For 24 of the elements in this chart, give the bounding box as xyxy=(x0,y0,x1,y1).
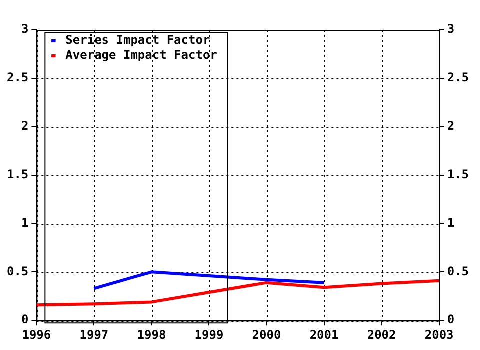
x-tick-label: 1997 xyxy=(80,328,109,342)
x-tick-label: 2000 xyxy=(252,328,282,342)
y2-tick-label: 3 xyxy=(447,22,455,36)
x-tick-label: 2002 xyxy=(367,328,396,342)
y2-tick-label: 0.5 xyxy=(447,264,470,278)
x-tick-label: 2001 xyxy=(310,328,339,342)
y-tick-label: 0.5 xyxy=(6,264,29,278)
y2-tick-label: 1 xyxy=(447,216,455,230)
x-tick-label: 2003 xyxy=(424,328,454,342)
y2-tick-label: 0 xyxy=(447,312,455,327)
y-tick-label: 1.5 xyxy=(6,167,29,182)
legend-label: Series Impact Factor xyxy=(66,33,210,48)
y-tick-label: 1 xyxy=(21,216,29,230)
y2-tick-label: 2 xyxy=(447,118,455,133)
x-tick-label: 1996 xyxy=(22,328,52,342)
x-tick-label: 1998 xyxy=(137,328,166,342)
y-tick-label: 3 xyxy=(21,22,29,36)
y2-tick-label: 2.5 xyxy=(447,70,470,85)
x-tick-label: 1999 xyxy=(194,328,224,342)
y-tick-label: 2 xyxy=(21,118,29,133)
y-tick-label: 2.5 xyxy=(6,70,29,85)
legend-label: Average Impact Factor xyxy=(66,48,218,62)
y2-tick-label: 1.5 xyxy=(447,167,470,182)
y-tick-label: 0 xyxy=(21,312,29,327)
